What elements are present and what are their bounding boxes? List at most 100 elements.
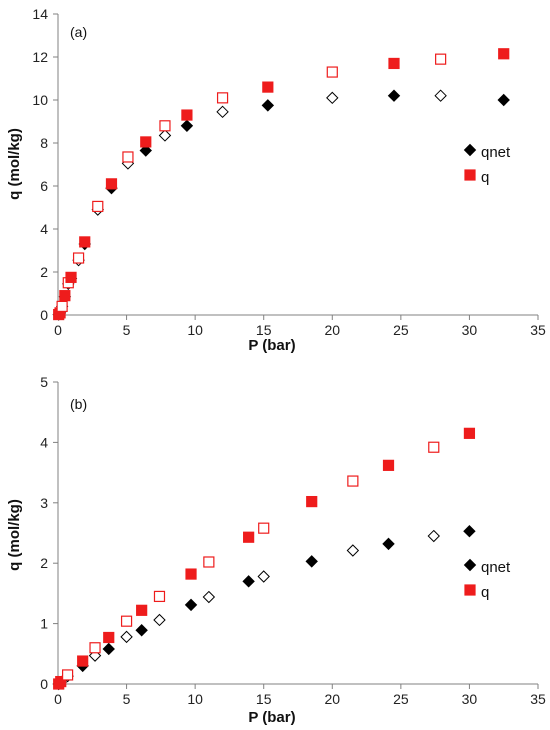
y-tick-label: 5 — [40, 374, 48, 390]
q-point-open — [159, 120, 171, 132]
qnet-point-filled — [102, 642, 115, 656]
q-point-filled — [55, 675, 67, 688]
q-point-open — [120, 615, 133, 627]
qnet-point-open — [202, 590, 216, 604]
q-point-filled — [59, 290, 71, 302]
q-point-open — [347, 475, 359, 487]
q-point-filled — [105, 178, 118, 190]
x-axis-label-b: P (bar) — [248, 709, 295, 726]
y-tick-label: 2 — [40, 264, 48, 280]
q-point-filled — [77, 655, 89, 667]
y-tick-label: 14 — [32, 6, 48, 22]
q-point-open — [153, 590, 166, 603]
legend-label-q-b: q — [481, 584, 489, 601]
legend-label-qnet-b: qnet — [481, 559, 511, 576]
qnet-point-open — [434, 89, 447, 102]
q-point-filled — [103, 631, 115, 644]
x-tick-label: 20 — [324, 322, 340, 338]
qnet-point-filled — [184, 598, 198, 612]
y-tick-label: 6 — [40, 178, 48, 194]
x-tick-label: 30 — [462, 322, 478, 338]
q-point-filled — [185, 568, 197, 580]
x-axis-label-a: P (bar) — [248, 337, 295, 354]
x-tick-label: 0 — [54, 691, 62, 707]
y-tick-label: 4 — [40, 221, 48, 237]
q-point-open — [61, 669, 74, 681]
y-tick-label: 4 — [40, 434, 48, 450]
q-point-open — [258, 522, 270, 534]
legend-marker-q — [464, 169, 476, 181]
q-point-open — [203, 556, 215, 568]
q-point-open — [92, 200, 104, 213]
legend-marker-qnet — [463, 558, 477, 572]
q-point-filled — [463, 427, 476, 439]
q-point-filled — [65, 271, 77, 283]
q-point-filled — [243, 531, 255, 543]
q-point-filled — [388, 57, 400, 70]
x-tick-label: 10 — [187, 322, 203, 338]
panel-label-b: (b) — [70, 396, 87, 412]
qnet-point-filled — [180, 119, 194, 133]
q-point-open — [428, 441, 440, 453]
qnet-point-filled — [135, 624, 148, 637]
qnet-point-filled — [497, 93, 510, 107]
q-point-filled — [140, 136, 152, 148]
legend-label-qnet-a: qnet — [481, 144, 511, 161]
legend-marker-q — [464, 584, 476, 596]
qnet-point-filled — [463, 524, 476, 538]
q-point-filled — [181, 109, 193, 121]
qnet-point-open — [427, 529, 440, 543]
q-point-open — [72, 252, 85, 264]
qnet-point-open — [216, 105, 229, 119]
x-tick-label: 20 — [324, 691, 340, 707]
x-tick-label: 30 — [462, 691, 478, 707]
qnet-point-open — [257, 570, 270, 583]
x-tick-label: 5 — [123, 691, 131, 707]
qnet-point-filled — [242, 575, 255, 588]
y-tick-label: 12 — [32, 49, 48, 65]
qnet-point-filled — [387, 89, 401, 102]
q-point-filled — [262, 81, 274, 93]
panel-label-a: (a) — [70, 24, 87, 40]
chart-panel-a: (a) P (bar) q (mol/kg) qnet q 0 5 10 15 20 25… — [6, 6, 546, 354]
q-point-open — [435, 53, 447, 65]
legend-marker-qnet — [463, 143, 477, 157]
qnet-point-filled — [382, 537, 395, 551]
qnet-point-open — [120, 630, 133, 644]
x-tick-label: 35 — [530, 322, 546, 338]
q-point-open — [89, 642, 101, 654]
qnet-point-filled — [139, 144, 152, 157]
q-point-open — [216, 92, 229, 104]
qnet-point-filled — [261, 99, 275, 112]
x-tick-label: 25 — [393, 691, 409, 707]
qnet-point-open — [346, 544, 360, 557]
x-tick-label: 15 — [256, 322, 272, 338]
x-tick-label: 15 — [256, 691, 272, 707]
qnet-point-filled — [305, 555, 318, 568]
qnet-point-open — [158, 129, 172, 142]
q-point-open — [326, 66, 338, 78]
qnet-point-open — [153, 613, 166, 627]
q-point-filled — [79, 236, 91, 248]
q-point-filled — [382, 459, 395, 471]
y-tick-label: 10 — [32, 92, 48, 108]
y-tick-label: 8 — [40, 135, 48, 151]
q-point-open — [56, 300, 68, 312]
x-tick-label: 10 — [187, 691, 203, 707]
y-tick-label: 1 — [40, 616, 48, 632]
q-point-filled — [306, 495, 318, 508]
q-point-filled — [498, 48, 510, 60]
x-tick-label: 35 — [530, 691, 546, 707]
y-tick-label: 0 — [40, 676, 48, 692]
q-point-open — [122, 151, 134, 163]
legend-label-q-a: q — [481, 169, 489, 186]
x-tick-label: 25 — [393, 322, 409, 338]
q-point-filled — [136, 604, 148, 616]
y-axis-label-b: q (mol/kg) — [6, 499, 23, 571]
y-axis-label-a: q (mol/kg) — [6, 128, 23, 200]
qnet-point-open — [326, 91, 339, 105]
x-tick-label: 0 — [54, 322, 62, 338]
y-tick-label: 2 — [40, 555, 48, 571]
y-tick-label: 3 — [40, 495, 48, 511]
y-tick-label: 0 — [40, 307, 48, 323]
